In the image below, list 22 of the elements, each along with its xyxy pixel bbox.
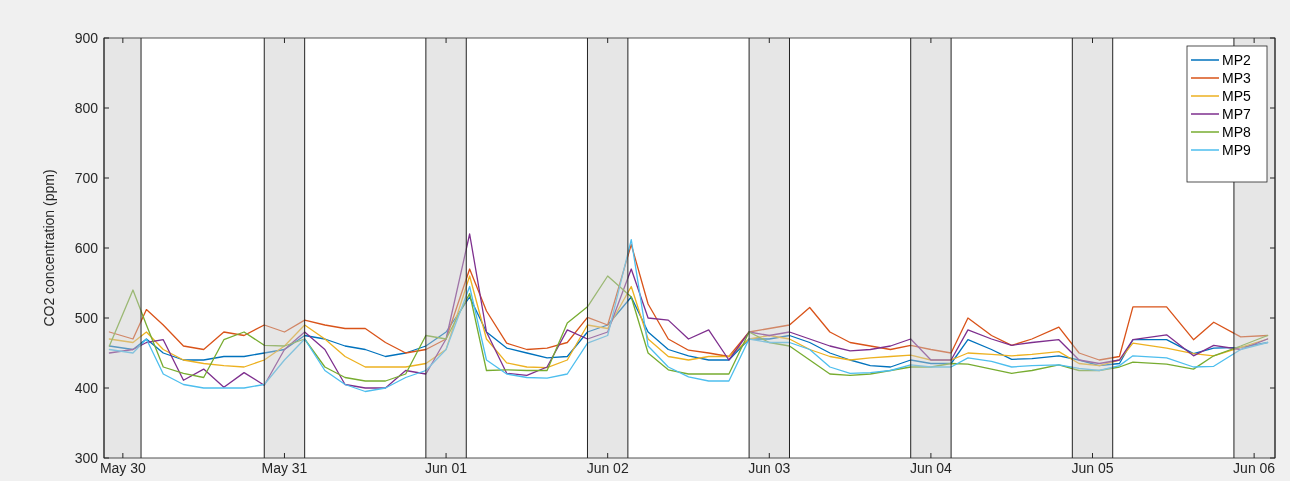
y-tick-label: 600: [74, 239, 99, 256]
x-tick-label: Jun 05: [1071, 460, 1114, 476]
y-tick-label: 500: [74, 309, 99, 326]
y-axis-title: CO2 concentration (ppm): [41, 169, 57, 327]
x-tick-label: Jun 04: [909, 460, 953, 476]
legend-label: MP9: [1222, 141, 1251, 158]
y-tick-label: 900: [74, 29, 99, 46]
x-tick-label: Jun 02: [586, 460, 629, 476]
x-tick-label: Jun 03: [748, 460, 791, 476]
legend-label: MP7: [1222, 105, 1251, 122]
y-tick-label: 700: [74, 169, 99, 186]
y-tick-label: 300: [74, 449, 99, 466]
y-tick-label: 800: [74, 99, 99, 116]
legend-label: MP8: [1222, 123, 1251, 140]
x-tick-label: Jun 01: [425, 460, 468, 476]
x-tick-label: Jun 06: [1233, 460, 1276, 476]
legend-label: MP2: [1222, 51, 1251, 68]
y-tick-label: 400: [74, 379, 99, 396]
legend-label: MP5: [1222, 87, 1251, 104]
legend-label: MP3: [1222, 69, 1251, 86]
x-tick-label: May 30: [99, 460, 147, 476]
x-tick-label: May 31: [261, 460, 308, 476]
